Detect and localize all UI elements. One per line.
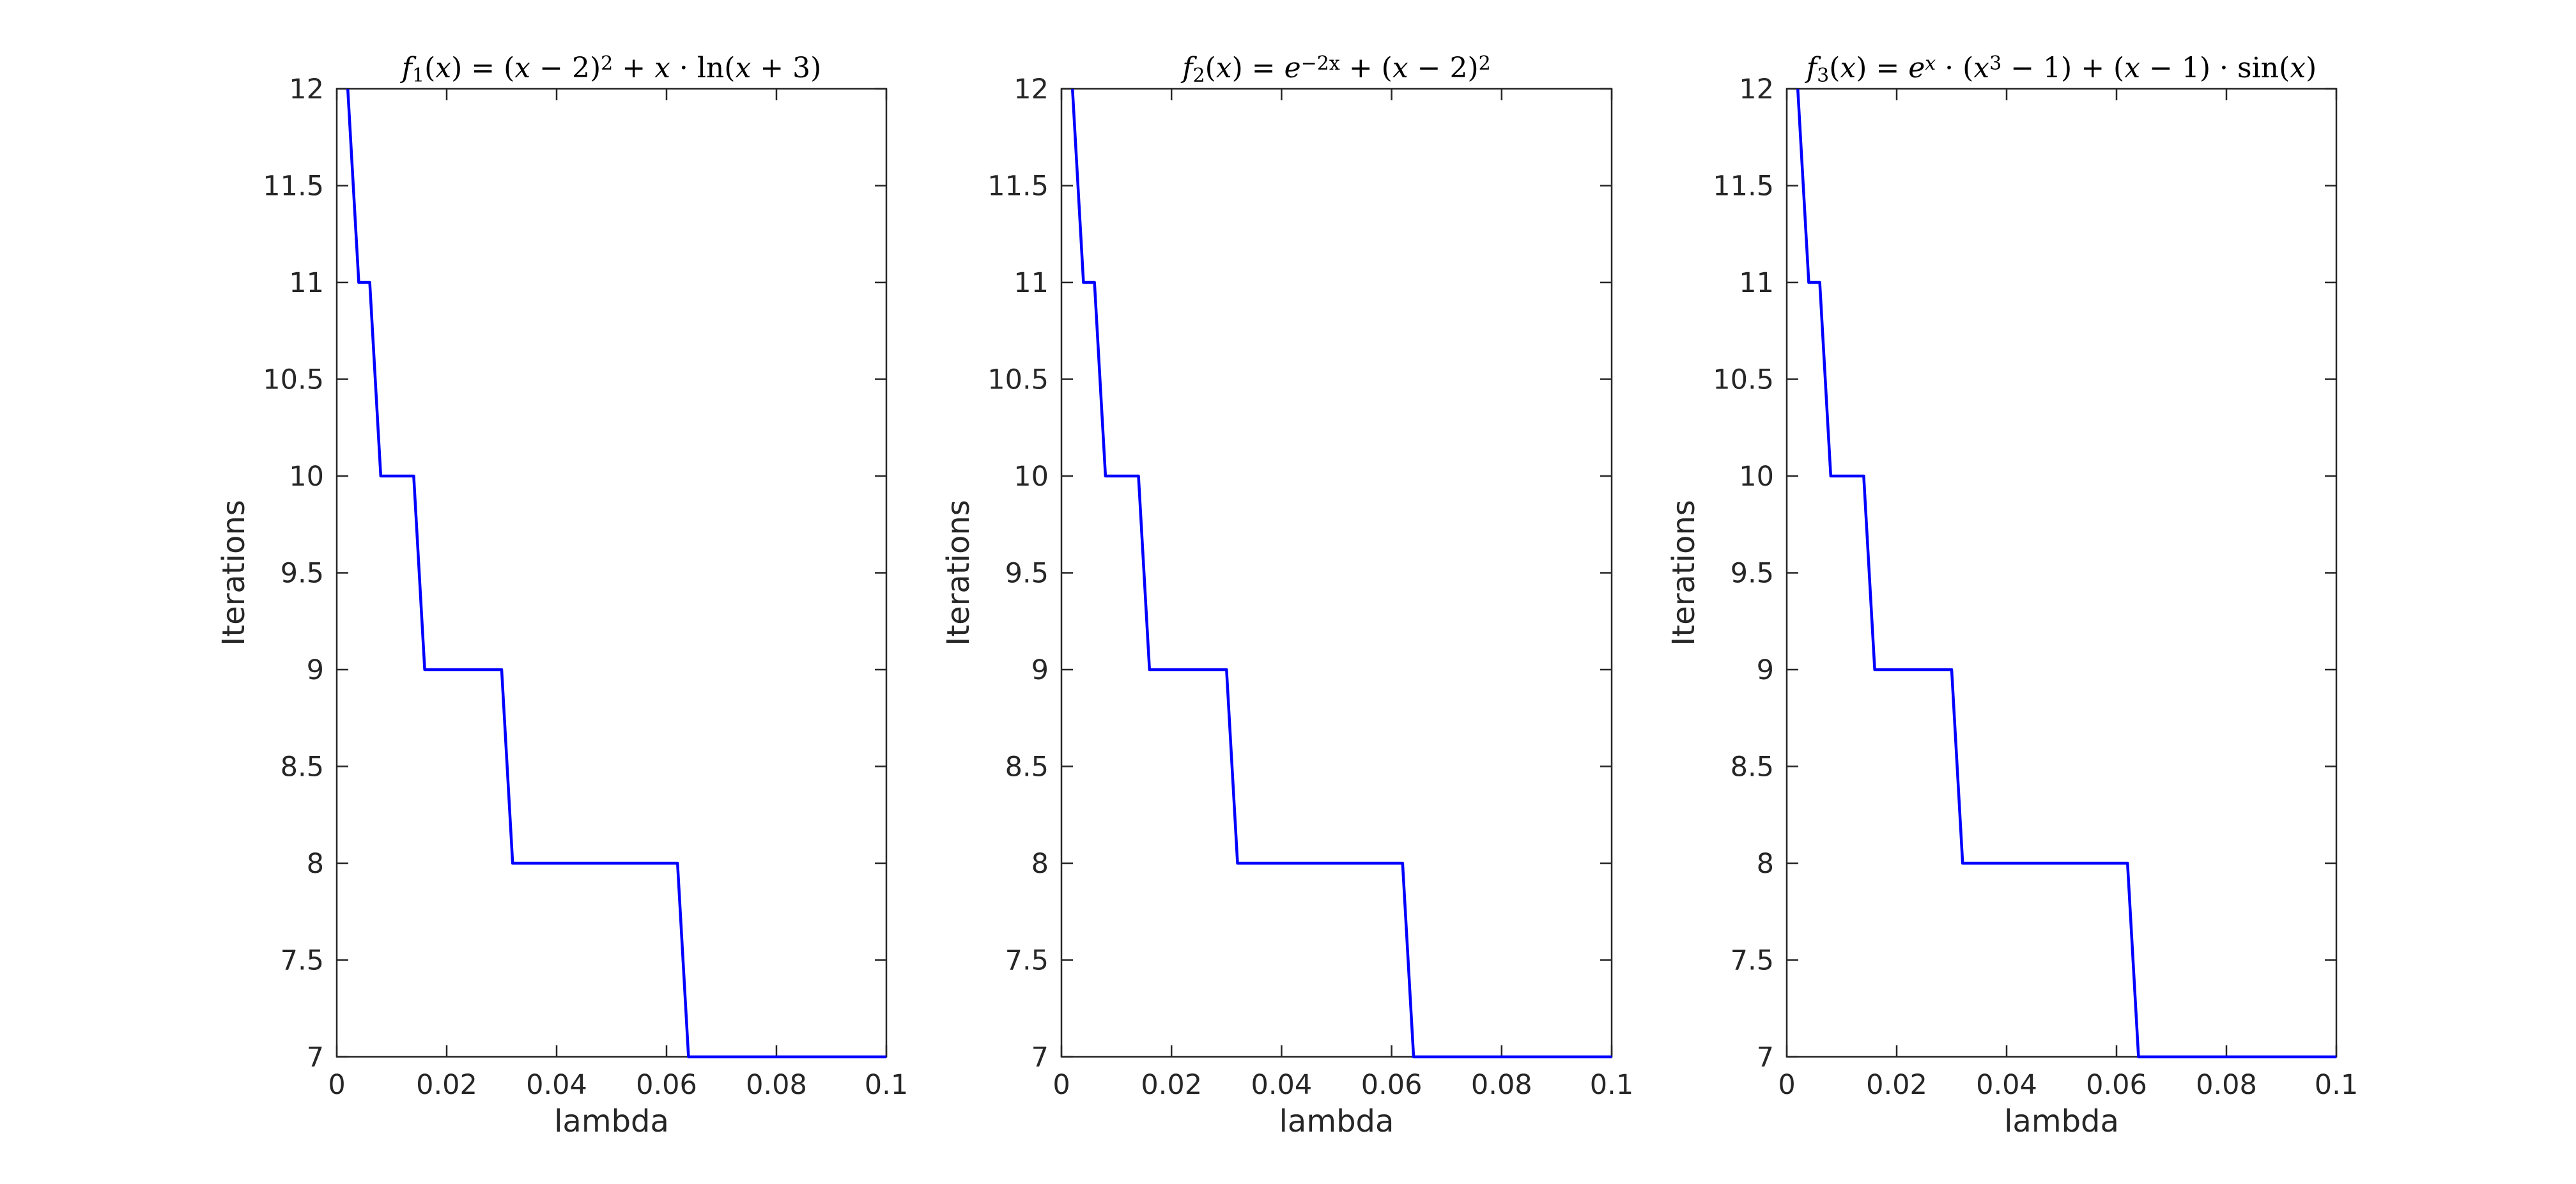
series-line-iterations — [1796, 88, 2336, 1059]
plot-area-box — [1785, 88, 2338, 1058]
y-tick-label: 9.5 — [281, 558, 324, 590]
y-tick-label: 8 — [1031, 848, 1049, 880]
x-tick-label: 0.08 — [2196, 1069, 2257, 1101]
y-tick-label: 12 — [1739, 73, 1774, 105]
x-tick-label: 0.04 — [1251, 1069, 1313, 1101]
y-tick-label: 9 — [1031, 654, 1049, 686]
x-tick-label: 0.06 — [2086, 1069, 2147, 1101]
subplot-2: 0 0.02 0.04 0.06 0.08 0.1 7 7.5 8 8.5 9 9.5 10 10.5 11… — [941, 52, 1633, 1139]
y-tick-label: 11 — [1014, 267, 1049, 299]
x-tick-label: 0.08 — [1471, 1069, 1532, 1101]
y-axis-label: Iterations — [941, 500, 976, 646]
y-tick-label: 7.5 — [1005, 945, 1049, 977]
series-line-iterations — [346, 88, 886, 1059]
x-tick-label: 0.02 — [1866, 1069, 1927, 1101]
x-tick-label: 0.1 — [865, 1069, 908, 1101]
y-tick-label: 11.5 — [987, 171, 1049, 203]
y-tick-label: 7 — [1757, 1042, 1774, 1073]
x-tick-label: 0.1 — [2315, 1069, 2358, 1101]
y-tick-label: 8.5 — [1005, 751, 1049, 783]
x-tick-label: 0 — [1778, 1069, 1795, 1101]
x-axis-label: lambda — [2004, 1103, 2119, 1139]
y-tick-label: 8 — [307, 848, 324, 880]
y-tick-label: 11.5 — [263, 171, 324, 203]
y-tick-label: 9.5 — [1731, 558, 1774, 590]
chart-title: f3(x) = ex · (x3 − 1) + (x − 1) · sin(x) — [1805, 52, 2317, 87]
series-line-iterations — [1070, 88, 1612, 1059]
chart-title: f2(x) = e−2x + (x − 2)2 — [1180, 52, 1491, 87]
y-tick-label: 10.5 — [1713, 364, 1774, 396]
y-tick-label: 9.5 — [1005, 558, 1049, 590]
y-tick-label: 11 — [289, 267, 324, 299]
y-tick-label: 9 — [1757, 654, 1774, 686]
x-axis-label: lambda — [554, 1103, 669, 1139]
y-tick-label: 12 — [289, 73, 324, 105]
subplot-3: 0 0.02 0.04 0.06 0.08 0.1 7 7.5 8 8.5 9 9.5 10 10.5 11… — [1666, 52, 2358, 1139]
y-tick-label: 10.5 — [263, 364, 324, 396]
y-tick-label: 7.5 — [1731, 945, 1774, 977]
y-tick-label: 7 — [1031, 1042, 1049, 1073]
x-tick-label: 0 — [328, 1069, 345, 1101]
y-tick-label: 7 — [307, 1042, 324, 1073]
y-tick-label: 8.5 — [1731, 751, 1774, 783]
chart-title: f1(x) = (x − 2)2 + x · ln(x + 3) — [400, 52, 822, 87]
x-tick-label: 0.04 — [1976, 1069, 2037, 1101]
subplot-grid: 0 0.02 0.04 0.06 0.08 0.1 7 7.5 8 8.5 9 9.5 10 10.5 11… — [216, 52, 2358, 1139]
y-tick-label: 11 — [1739, 267, 1774, 299]
x-tick-label: 0.06 — [1361, 1069, 1423, 1101]
x-tick-label: 0.06 — [636, 1069, 697, 1101]
x-tick-label: 0 — [1053, 1069, 1070, 1101]
y-tick-label: 8.5 — [281, 751, 324, 783]
subplot-1: 0 0.02 0.04 0.06 0.08 0.1 7 7.5 8 8.5 9 9.5 10 10.5 11… — [216, 52, 908, 1139]
y-tick-label: 10 — [289, 461, 324, 493]
y-tick-label: 12 — [1014, 73, 1049, 105]
y-axis-label: Iterations — [216, 500, 252, 646]
x-tick-label: 0.02 — [416, 1069, 477, 1101]
y-tick-label: 8 — [1757, 848, 1774, 880]
y-tick-label: 10.5 — [987, 364, 1049, 396]
x-tick-label: 0.08 — [746, 1069, 807, 1101]
x-tick-label: 0.02 — [1141, 1069, 1202, 1101]
y-axis-label: Iterations — [1666, 500, 1702, 646]
plot-area-box — [335, 88, 888, 1058]
x-tick-label: 0.04 — [526, 1069, 587, 1101]
y-tick-label: 10 — [1739, 461, 1774, 493]
x-axis-label: lambda — [1279, 1103, 1394, 1139]
y-tick-label: 7.5 — [281, 945, 324, 977]
x-tick-label: 0.1 — [1590, 1069, 1633, 1101]
y-tick-label: 10 — [1014, 461, 1049, 493]
y-tick-label: 9 — [307, 654, 324, 686]
y-tick-label: 11.5 — [1713, 171, 1774, 203]
